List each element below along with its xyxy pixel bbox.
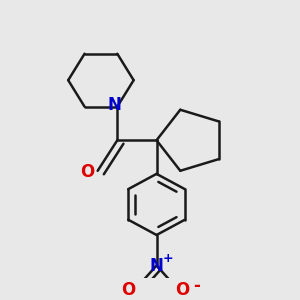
Text: N: N [150,256,164,274]
Text: O: O [80,163,94,181]
Text: -: - [193,277,200,295]
Text: N: N [107,96,121,114]
Text: O: O [121,281,136,299]
Text: +: + [163,252,174,265]
Text: O: O [175,281,190,299]
